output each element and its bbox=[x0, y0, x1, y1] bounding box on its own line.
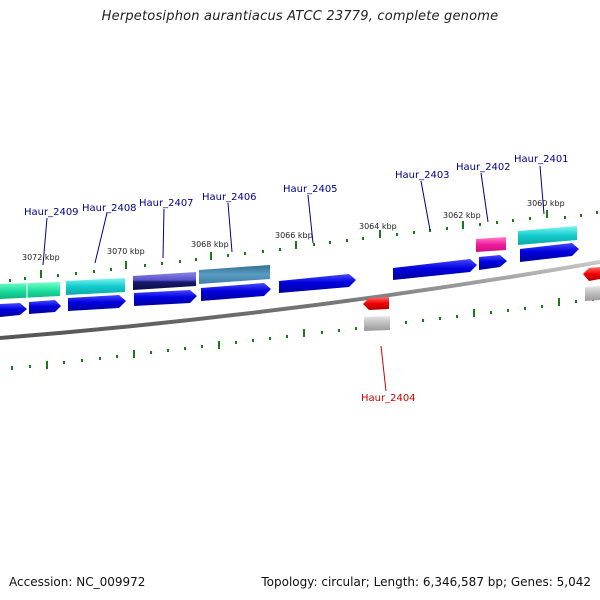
genome-summary-text: Topology: circular; Length: 6,346,587 bp… bbox=[261, 575, 591, 589]
gene-feature[interactable] bbox=[68, 295, 126, 311]
forward-strand-row bbox=[0, 243, 579, 317]
gene-feature[interactable] bbox=[479, 255, 507, 270]
map-title: Herpetosiphon aurantiacus ATCC 23779, co… bbox=[101, 9, 499, 24]
gene-feature[interactable] bbox=[585, 286, 600, 301]
gene-label[interactable]: Haur_2406 bbox=[202, 192, 257, 203]
kbp-label: 3070 kbp bbox=[107, 247, 145, 256]
gene-label[interactable]: Haur_2405 bbox=[283, 184, 338, 195]
gene-feature[interactable] bbox=[476, 237, 506, 252]
gene-feature[interactable] bbox=[364, 316, 390, 331]
gene-feature[interactable] bbox=[363, 297, 389, 310]
kbp-label: 3062 kbp bbox=[443, 211, 481, 220]
reverse-strand-row bbox=[363, 267, 600, 331]
outer-feature-row bbox=[0, 226, 600, 301]
gene-feature[interactable] bbox=[133, 272, 196, 290]
kbp-label: 3064 kbp bbox=[359, 222, 397, 231]
gene-feature[interactable] bbox=[201, 283, 271, 301]
kbp-label: 3066 kbp bbox=[275, 231, 313, 240]
gene-label[interactable]: Haur_2401 bbox=[514, 154, 569, 165]
gene-feature[interactable] bbox=[0, 282, 60, 299]
gene-feature[interactable] bbox=[66, 278, 125, 295]
outer-tick-track bbox=[9, 210, 598, 282]
gene-label[interactable]: Haur_2407 bbox=[139, 198, 194, 209]
accession-text: Accession: NC_009972 bbox=[9, 575, 146, 589]
gene-label[interactable]: Haur_2403 bbox=[395, 170, 450, 181]
gene-feature[interactable] bbox=[199, 265, 270, 284]
kbp-label: 3072 kbp bbox=[22, 253, 60, 262]
gene-feature[interactable] bbox=[520, 243, 579, 262]
gene-feature[interactable] bbox=[393, 259, 477, 280]
gene-label[interactable]: Haur_2402 bbox=[456, 162, 511, 173]
gene-feature[interactable] bbox=[29, 300, 61, 314]
gene-feature[interactable] bbox=[518, 226, 577, 245]
gene-feature[interactable] bbox=[0, 303, 27, 317]
gene-feature[interactable] bbox=[134, 290, 197, 306]
kbp-label: 3068 kbp bbox=[191, 240, 229, 249]
gene-feature[interactable] bbox=[583, 267, 600, 281]
gene-label[interactable]: Haur_2404 bbox=[361, 393, 416, 404]
genome-backbone bbox=[0, 260, 600, 340]
label-leaders bbox=[42, 165, 545, 392]
gene-label[interactable]: Haur_2408 bbox=[82, 203, 137, 214]
kbp-label: 3060 kbp bbox=[527, 199, 565, 208]
gene-label[interactable]: Haur_2409 bbox=[24, 207, 79, 218]
gene-feature[interactable] bbox=[279, 274, 356, 293]
